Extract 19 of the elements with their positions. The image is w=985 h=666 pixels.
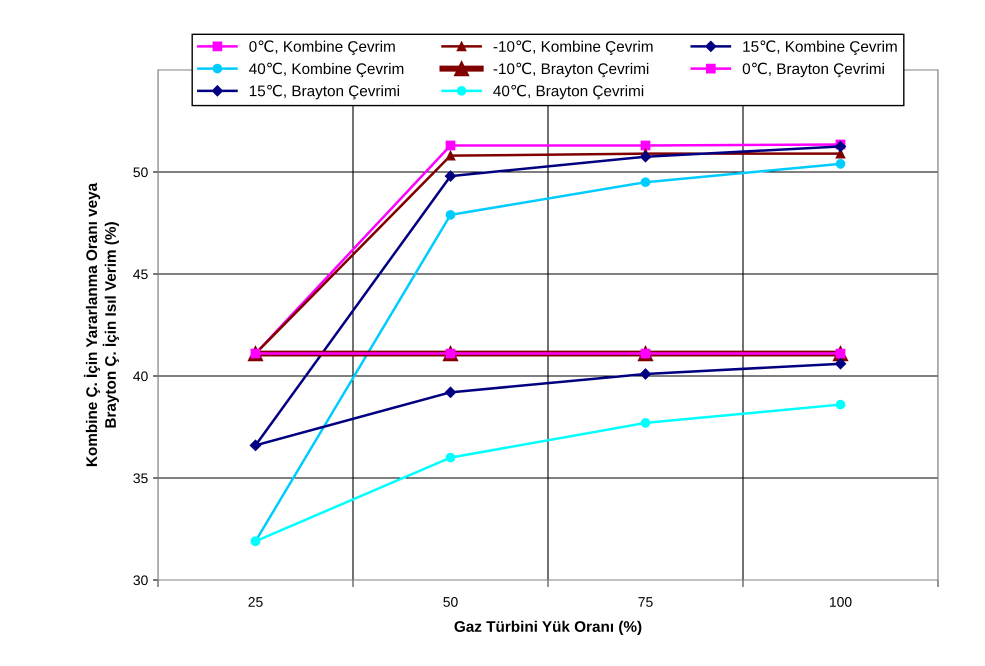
y-tick-label: 40 bbox=[133, 371, 148, 382]
legend-label: -10℃, Brayton Çevrimi bbox=[494, 62, 648, 78]
legend-label: 15℃, Brayton Çevrimi bbox=[250, 84, 399, 100]
x-tick-label: 50 bbox=[443, 597, 458, 607]
legend-label: 15℃, Kombine Çevrim bbox=[743, 40, 897, 55]
x-tick-label: 100 bbox=[830, 597, 852, 607]
y-tick-label: 35 bbox=[133, 473, 148, 484]
y-axis-title: Kombine Ç. İçin Yararlanma Oranı veya Brayton Ç. İçin Isıl Verim (%) bbox=[84, 182, 119, 466]
x-tick-label: 75 bbox=[638, 597, 653, 607]
legend-label: 40℃, Brayton Çevrimi bbox=[493, 84, 644, 100]
x-tick-label: 25 bbox=[248, 597, 263, 607]
legend-label: 0℃, Brayton Çevrimi bbox=[742, 62, 884, 78]
legend-label: 40℃, Kombine Çevrim bbox=[249, 62, 404, 78]
y-tick-label: 50 bbox=[133, 167, 148, 178]
legend-label: 0℃, Kombine Çevrim bbox=[249, 40, 395, 55]
y-tick-label: 45 bbox=[133, 269, 148, 280]
x-axis-title: Gaz Türbini Yük Oranı (%) bbox=[454, 620, 642, 635]
legend-label: -10℃, Kombine Çevrim bbox=[494, 40, 653, 55]
y-tick-label: 30 bbox=[133, 575, 148, 586]
